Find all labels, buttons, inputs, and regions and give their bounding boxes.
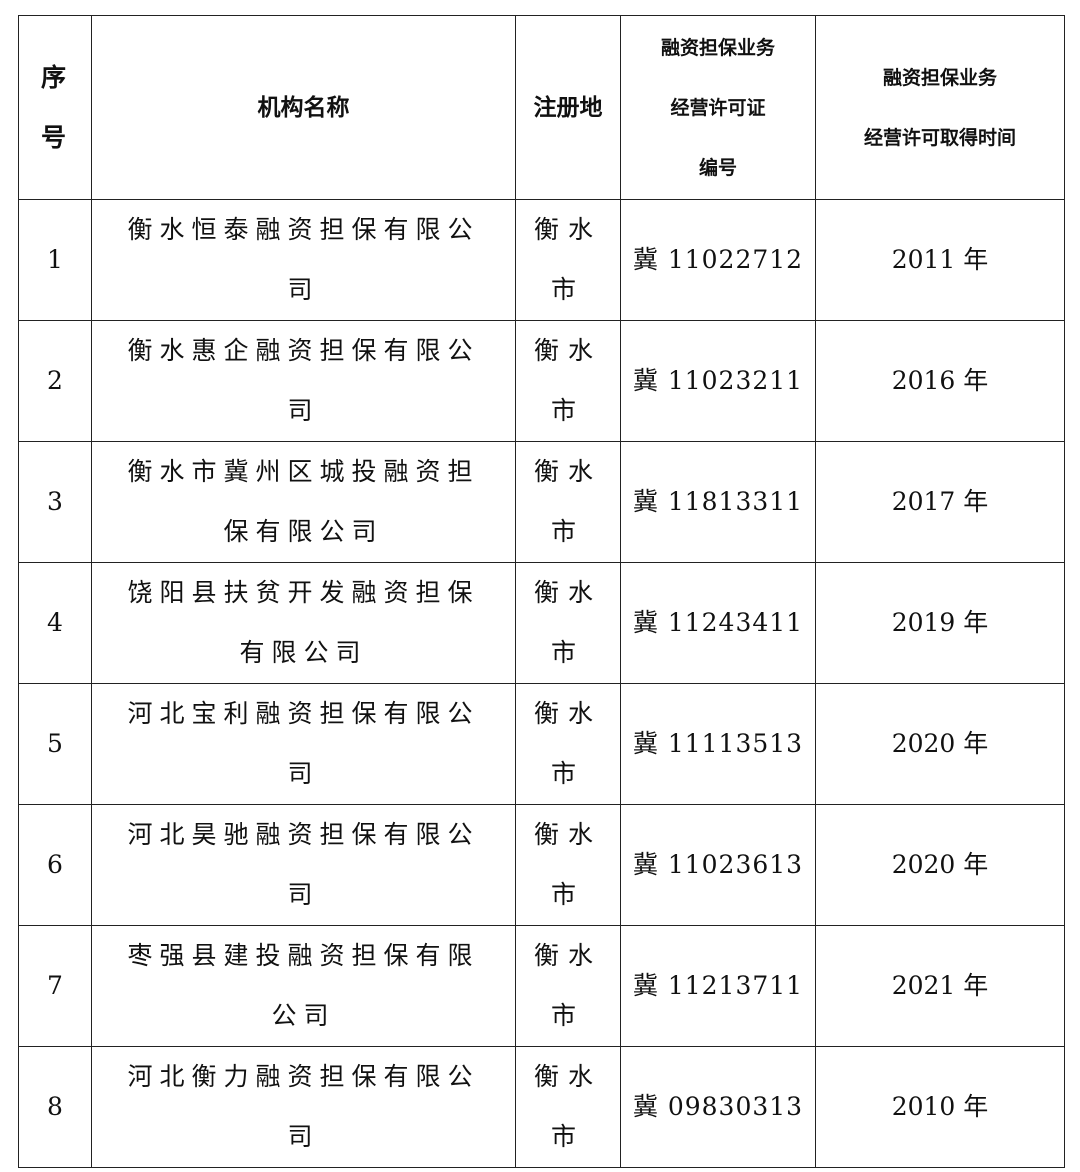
header-seq: 序号 (18, 15, 92, 200)
cell-seq: 7 (18, 925, 92, 1047)
cell-license-no: 冀 11022712 (620, 199, 816, 321)
cell-seq: 5 (18, 683, 92, 805)
header-license-time: 融资担保业务 经营许可取得时间 (815, 15, 1065, 200)
cell-location: 衡水市 (515, 804, 621, 926)
cell-location: 衡水市 (515, 683, 621, 805)
table-row: 5 河北宝利融资担保有限公司 衡水市冀 11113513 2020 年 (18, 683, 1065, 805)
table-row: 2 衡水惠企融资担保有限公司 衡水市冀 11023211 2016 年 (18, 320, 1065, 442)
header-location: 注册地 (515, 15, 621, 200)
cell-year: 2010 年 (815, 1046, 1065, 1168)
cell-license-no: 冀 11023613 (620, 804, 816, 926)
header-row: 序号 机构名称 注册地 融资担保业务 经营许可证 编号 融资担保业务 经营许可取得时间 (18, 15, 1065, 200)
cell-license-no: 冀 11113513 (620, 683, 816, 805)
table-row: 1 衡水恒泰融资担保有限公司 衡水市冀 11022712 2011 年 (18, 199, 1065, 321)
cell-location: 衡水市 (515, 562, 621, 684)
cell-year: 2021 年 (815, 925, 1065, 1047)
cell-name: 枣强县建投融资担保有限公司 (91, 925, 516, 1047)
cell-license-no: 冀 11813311 (620, 441, 816, 563)
cell-name: 饶阳县扶贫开发融资担保有限公司 (91, 562, 516, 684)
cell-year: 2020 年 (815, 683, 1065, 805)
cell-name: 衡水市冀州区城投融资担保有限公司 (91, 441, 516, 563)
cell-seq: 2 (18, 320, 92, 442)
cell-license-no: 冀 11023211 (620, 320, 816, 442)
guarantee-institutions-table: 序号 机构名称 注册地 融资担保业务 经营许可证 编号 融资担保业务 经营许可取得时间… (18, 15, 1065, 1168)
cell-year: 2019 年 (815, 562, 1065, 684)
cell-name: 衡水惠企融资担保有限公司 (91, 320, 516, 442)
table-row: 6 河北昊驰融资担保有限公司 衡水市冀 11023613 2020 年 (18, 804, 1065, 926)
table-row: 8 河北衡力融资担保有限公司 衡水市冀 09830313 2010 年 (18, 1046, 1065, 1168)
cell-license-no: 冀 11213711 (620, 925, 816, 1047)
cell-name: 河北昊驰融资担保有限公司 (91, 804, 516, 926)
cell-license-no: 冀 09830313 (620, 1046, 816, 1168)
cell-location: 衡水市 (515, 320, 621, 442)
cell-year: 2020 年 (815, 804, 1065, 926)
header-name: 机构名称 (91, 15, 516, 200)
cell-name: 河北衡力融资担保有限公司 (91, 1046, 516, 1168)
cell-seq: 8 (18, 1046, 92, 1168)
cell-seq: 1 (18, 199, 92, 321)
cell-name: 河北宝利融资担保有限公司 (91, 683, 516, 805)
table-row: 4 饶阳县扶贫开发融资担保有限公司 衡水市冀 11243411 2019 年 (18, 562, 1065, 684)
cell-seq: 6 (18, 804, 92, 926)
cell-seq: 4 (18, 562, 92, 684)
table-row: 7 枣强县建投融资担保有限公司 衡水市冀 11213711 2021 年 (18, 925, 1065, 1047)
header-license-no: 融资担保业务 经营许可证 编号 (620, 15, 816, 200)
cell-location: 衡水市 (515, 1046, 621, 1168)
cell-name: 衡水恒泰融资担保有限公司 (91, 199, 516, 321)
cell-year: 2011 年 (815, 199, 1065, 321)
cell-location: 衡水市 (515, 441, 621, 563)
cell-location: 衡水市 (515, 925, 621, 1047)
cell-year: 2017 年 (815, 441, 1065, 563)
cell-year: 2016 年 (815, 320, 1065, 442)
cell-license-no: 冀 11243411 (620, 562, 816, 684)
table-row: 3 衡水市冀州区城投融资担保有限公司 衡水市冀 11813311 2017 年 (18, 441, 1065, 563)
cell-seq: 3 (18, 441, 92, 563)
cell-location: 衡水市 (515, 199, 621, 321)
